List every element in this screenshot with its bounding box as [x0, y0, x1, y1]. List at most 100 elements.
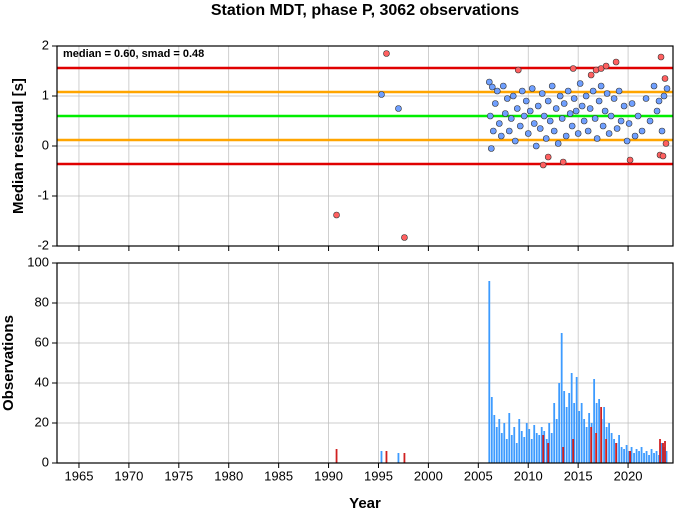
bar [660, 443, 663, 463]
point [559, 158, 567, 166]
plot-frame [56, 262, 674, 464]
bar [590, 427, 593, 463]
point [395, 105, 402, 112]
point [540, 112, 548, 120]
point [602, 62, 610, 70]
point [663, 85, 671, 92]
y-tick-label: 60 [35, 334, 49, 349]
point [620, 102, 628, 110]
point [607, 112, 615, 120]
point [552, 105, 560, 112]
bar [665, 451, 668, 463]
bar [570, 373, 573, 463]
point [539, 161, 547, 169]
bar [633, 453, 635, 463]
x-tick-label: 2010 [514, 468, 543, 483]
bar [615, 443, 617, 463]
bar [335, 449, 338, 463]
bar [664, 441, 666, 463]
point [612, 58, 620, 66]
point [605, 130, 613, 137]
point [582, 92, 590, 100]
point [495, 120, 503, 127]
point [542, 135, 550, 142]
point [516, 122, 524, 130]
point [589, 87, 597, 95]
bar [580, 403, 583, 463]
point [587, 71, 595, 79]
bar [588, 413, 591, 463]
x-tick-label: 2000 [414, 468, 443, 483]
point [610, 95, 618, 102]
x-axis-label: Year [349, 495, 381, 511]
bar [563, 391, 566, 463]
point [487, 145, 495, 152]
bar [573, 403, 576, 463]
bar [595, 433, 598, 463]
x-tick-label: 1970 [114, 468, 143, 483]
bar [495, 427, 498, 463]
y-axis-label: Observations [0, 315, 17, 411]
bar [608, 423, 611, 463]
point [383, 50, 390, 57]
point [623, 137, 631, 145]
y-tick-label: 2 [42, 37, 49, 52]
point [613, 125, 621, 132]
y-tick-label: -2 [37, 237, 49, 252]
bar [603, 407, 606, 463]
bar [513, 427, 516, 463]
bar [518, 419, 521, 463]
point [658, 127, 666, 135]
point [488, 83, 496, 91]
bar [605, 439, 608, 463]
point [505, 127, 513, 135]
x-tick-label: 1985 [264, 468, 293, 483]
bar [543, 431, 546, 463]
bar [620, 447, 623, 463]
point [511, 137, 519, 145]
bar [508, 413, 511, 463]
point [503, 95, 511, 102]
point [597, 82, 605, 90]
point [617, 117, 625, 125]
bar [530, 439, 533, 463]
y-tick-label: 1 [42, 87, 49, 102]
bar [575, 377, 578, 463]
bar [628, 451, 630, 463]
point [401, 234, 408, 241]
bar [655, 451, 658, 463]
point [659, 152, 667, 160]
point [625, 120, 633, 127]
point [653, 107, 661, 115]
point [642, 95, 650, 102]
x-tick-label: 2020 [614, 468, 643, 483]
point [486, 112, 494, 120]
y-tick-label: 40 [35, 374, 49, 389]
y-tick-label: 0 [42, 137, 49, 152]
bar [593, 379, 596, 463]
point [646, 117, 654, 125]
point [491, 100, 499, 107]
chart-title: Station MDT, phase P, 3062 observations [211, 2, 519, 19]
point [497, 132, 505, 140]
point [655, 97, 663, 105]
point [662, 140, 670, 147]
bar [645, 451, 648, 463]
bar [662, 443, 664, 463]
x-tick-label: 1995 [364, 468, 393, 483]
bar [538, 435, 541, 463]
point [564, 87, 572, 95]
point [524, 130, 532, 137]
bar [598, 399, 601, 463]
bar [558, 383, 561, 463]
annotation: median = 0.60, smad = 0.48 [63, 48, 204, 60]
bar [498, 419, 501, 463]
point [556, 92, 564, 100]
bar [562, 447, 565, 463]
point [509, 92, 517, 100]
bar [542, 435, 545, 463]
bar [510, 435, 513, 463]
bar [555, 419, 558, 463]
bar [403, 453, 406, 463]
point [526, 107, 534, 115]
